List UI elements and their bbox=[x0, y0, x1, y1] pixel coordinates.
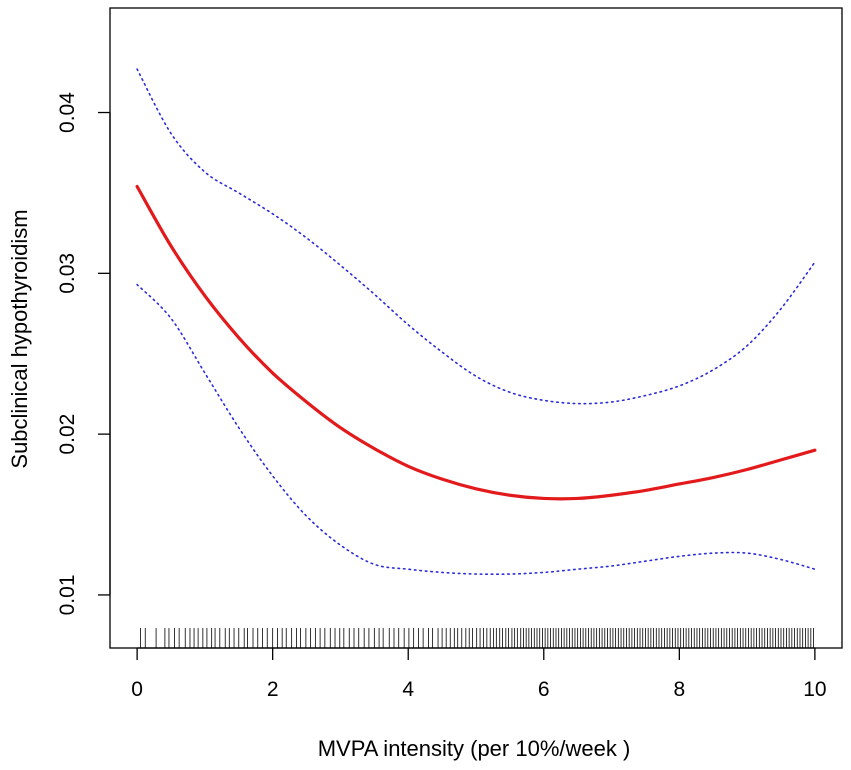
y-tick-label: 0.01 bbox=[56, 574, 79, 615]
x-tick-label: 2 bbox=[267, 678, 279, 701]
series-group bbox=[135, 68, 817, 576]
axes: 0 2 4 6 8 10 0.01 0.02 0.03 0.04 bbox=[56, 92, 827, 701]
x-tick-label: 6 bbox=[538, 678, 550, 701]
series-line-lower-95-ci bbox=[136, 283, 816, 576]
x-axis-label: MVPA intensity (per 10%/week ) bbox=[318, 736, 631, 761]
y-axis-label: Subclinical hypothyroidism bbox=[7, 209, 32, 468]
x-tick-label: 8 bbox=[673, 678, 685, 701]
x-tick-label: 0 bbox=[131, 678, 143, 701]
y-tick-label: 0.02 bbox=[56, 414, 79, 455]
series-line-fitted-curve bbox=[135, 184, 817, 501]
y-tick-label: 0.03 bbox=[56, 253, 79, 294]
series-line-upper-95-ci bbox=[136, 68, 816, 405]
x-tick-label: 10 bbox=[803, 678, 826, 701]
x-tick-label: 4 bbox=[402, 678, 414, 701]
y-tick-label: 0.04 bbox=[56, 92, 79, 133]
rug-marks bbox=[140, 628, 814, 648]
